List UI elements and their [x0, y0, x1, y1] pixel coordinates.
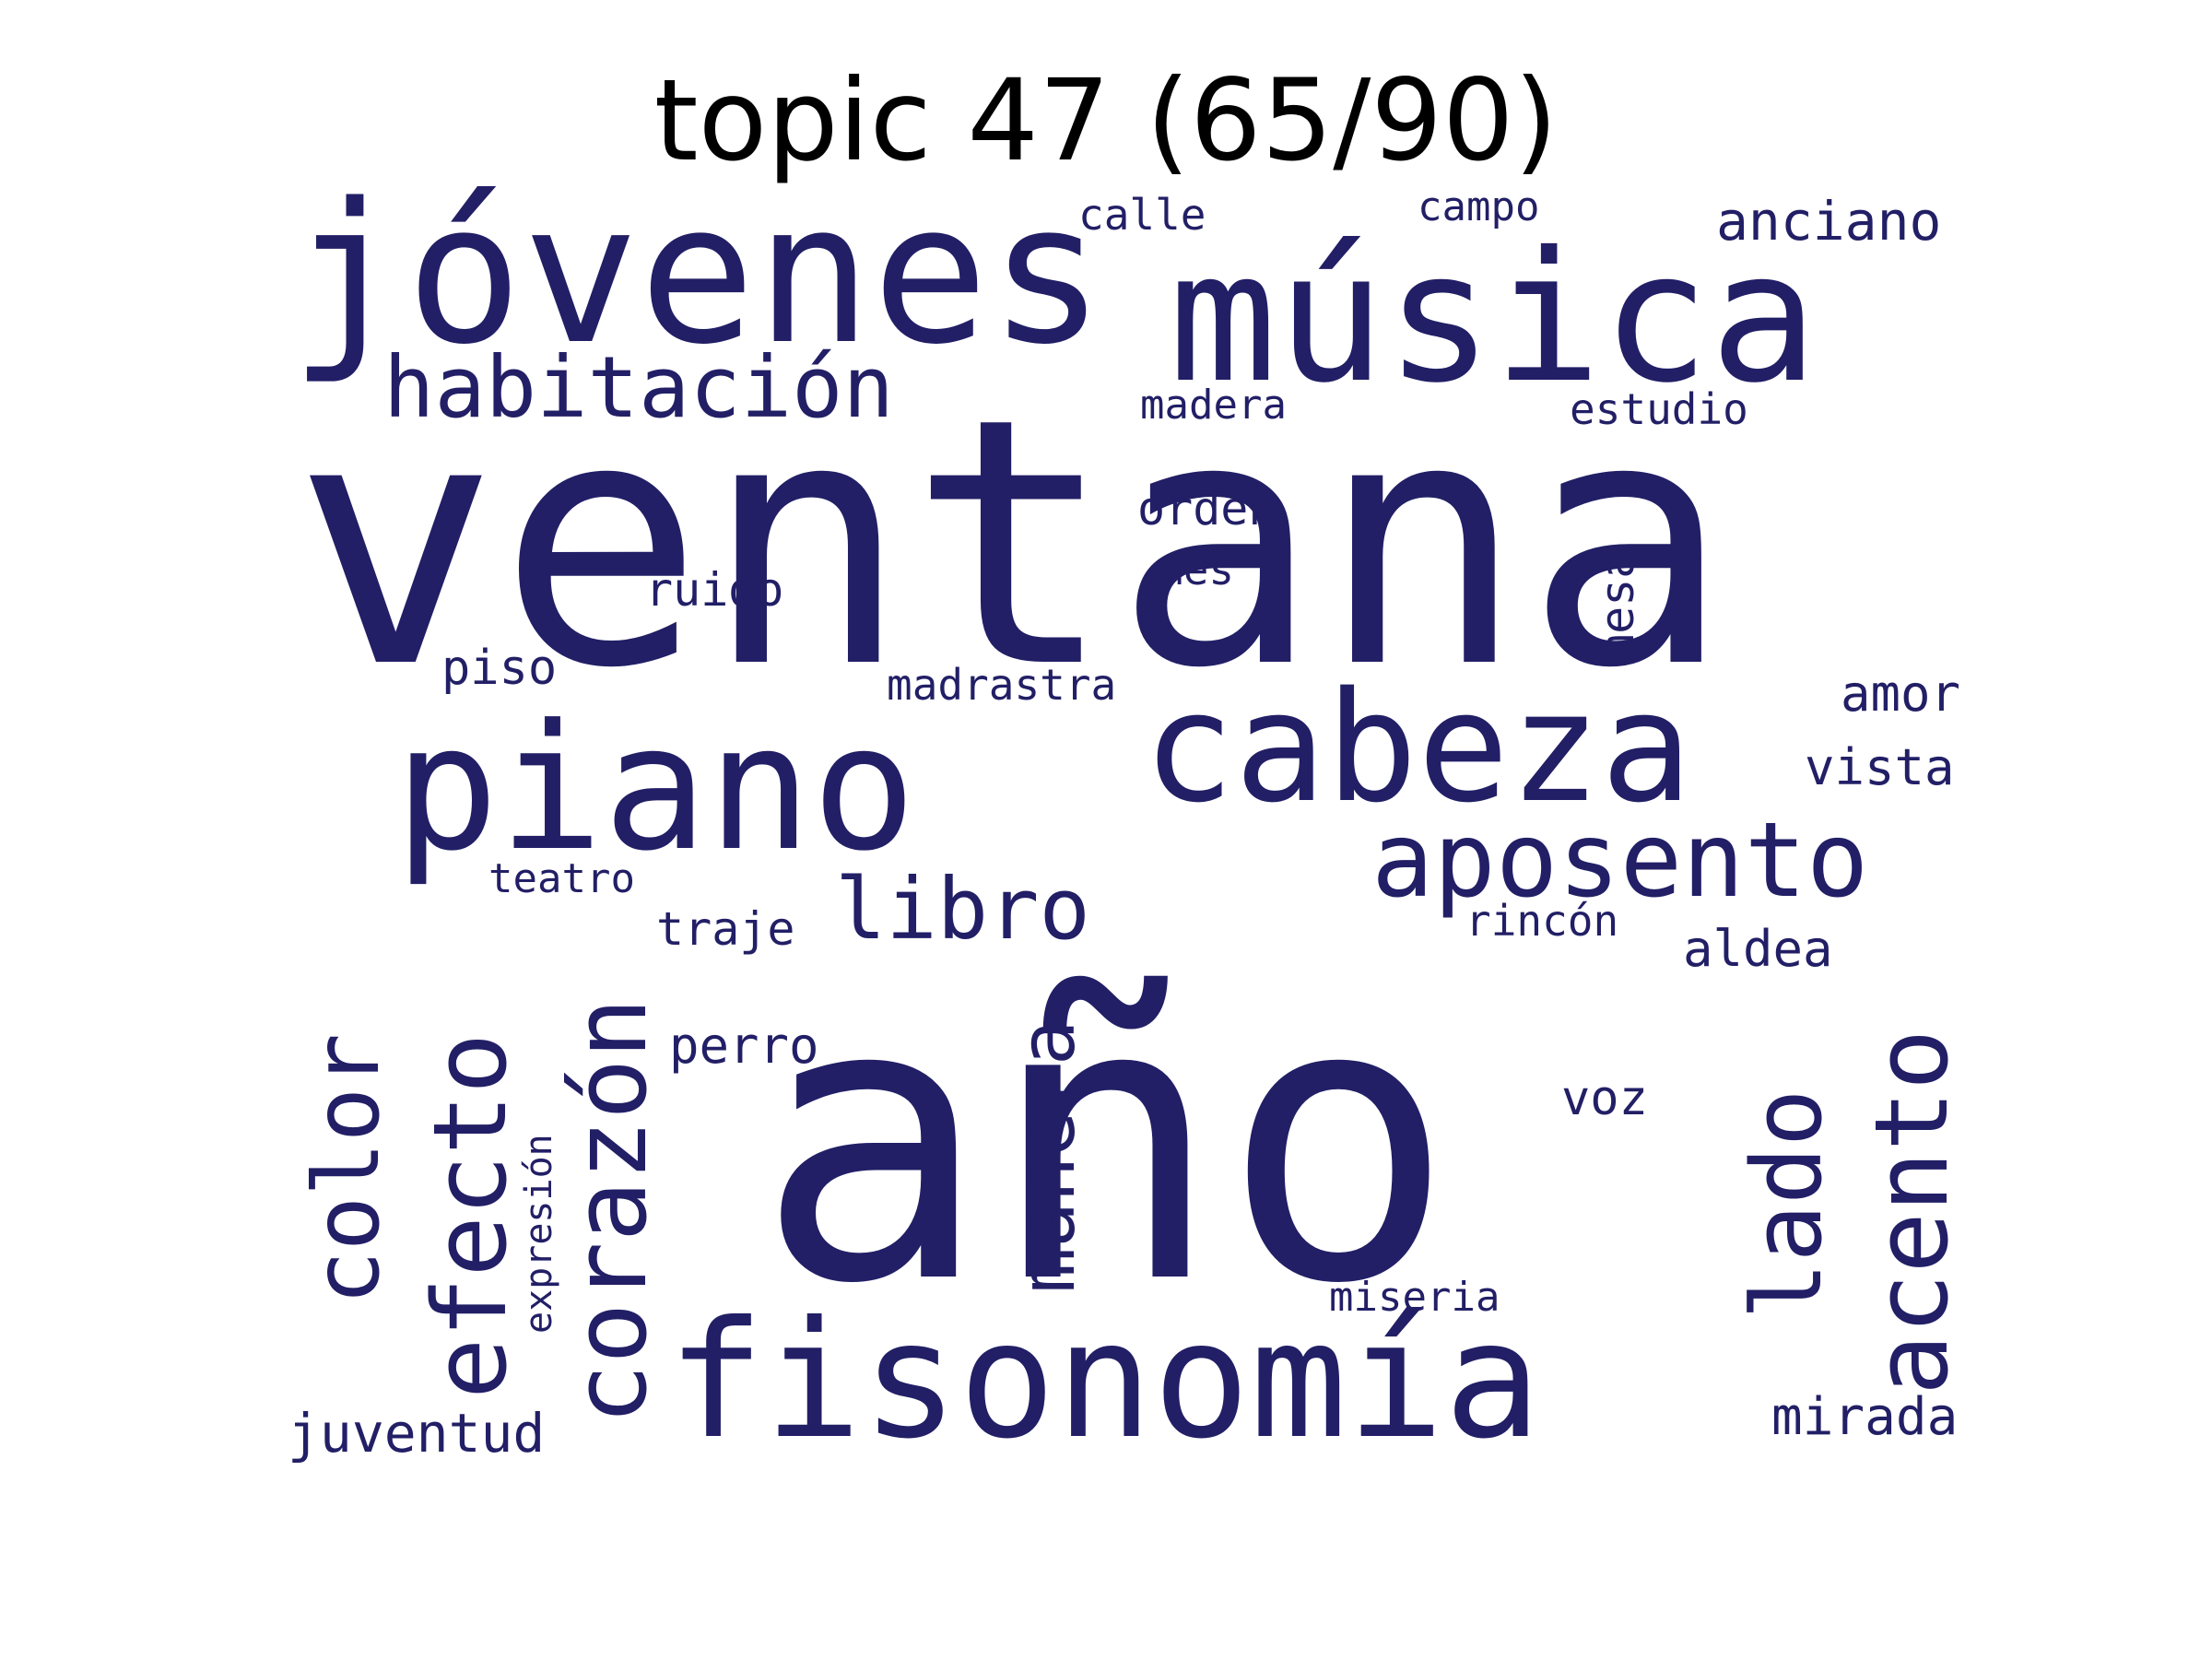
cloud-word-efecto: efecto [411, 1033, 529, 1399]
chart-title: topic 47 (65/90) [653, 55, 1559, 186]
cloud-word-jovenes: jóvenes [289, 161, 1105, 387]
cloud-word-piso: piso [441, 641, 557, 696]
cloud-word-estudio: estudio [1570, 384, 1748, 434]
cloud-word-musica: música [1169, 213, 1818, 422]
cloud-word-aposento: aposento [1371, 801, 1868, 921]
cloud-word-piano: piano [394, 688, 916, 889]
cloud-word-mes: mes [1158, 545, 1234, 594]
cloud-word-anciano: anciano [1716, 190, 1941, 253]
cloud-word-mirada: mirada [1771, 1387, 1958, 1447]
cloud-word-libro: libro [835, 860, 1090, 959]
cloud-word-manera: manera [1005, 1020, 1092, 1293]
cloud-word-orden: orden [1137, 482, 1277, 535]
cloud-word-miseria: miseria [1329, 1274, 1500, 1321]
cloud-word-color: color [295, 1033, 400, 1305]
cloud-word-madera: madera [1140, 382, 1287, 429]
cloud-word-madrastra: madrastra [887, 660, 1116, 710]
cloud-word-teatro: teatro [488, 855, 635, 902]
cloud-word-calle: calle [1078, 190, 1206, 240]
cloud-word-habitacion: habitación [383, 338, 894, 437]
cloud-word-perro: perro [669, 1017, 819, 1075]
cloud-word-aldea: aldea [1683, 920, 1833, 978]
cloud-word-expresion: expresión [518, 1134, 560, 1334]
cloud-word-corazon: corazón [551, 997, 669, 1425]
cloud-word-ano: año [756, 918, 1455, 1369]
cloud-word-cabeza: cabeza [1143, 659, 1692, 836]
cloud-word-ruido: ruido [645, 563, 784, 617]
cloud-word-fisonomia: fisonomía [667, 1288, 1541, 1475]
cloud-word-rincon: rincón [1465, 896, 1618, 946]
cloud-word-acento: acento [1853, 1030, 1971, 1395]
cloud-word-traje: traje [656, 902, 795, 956]
cloud-word-juventud: juventud [288, 1402, 545, 1465]
cloud-word-vista: vista [1805, 738, 1955, 796]
cloud-word-lado: lado [1731, 1089, 1843, 1320]
cloud-word-campo: campo [1418, 183, 1539, 230]
cloud-word-voz: voz [1561, 1071, 1648, 1126]
cloud-word-ventana: ventana [293, 347, 1730, 743]
cloud-word-amor: amor [1841, 665, 1960, 723]
cloud-word-mesa: mesa [1591, 551, 1644, 662]
